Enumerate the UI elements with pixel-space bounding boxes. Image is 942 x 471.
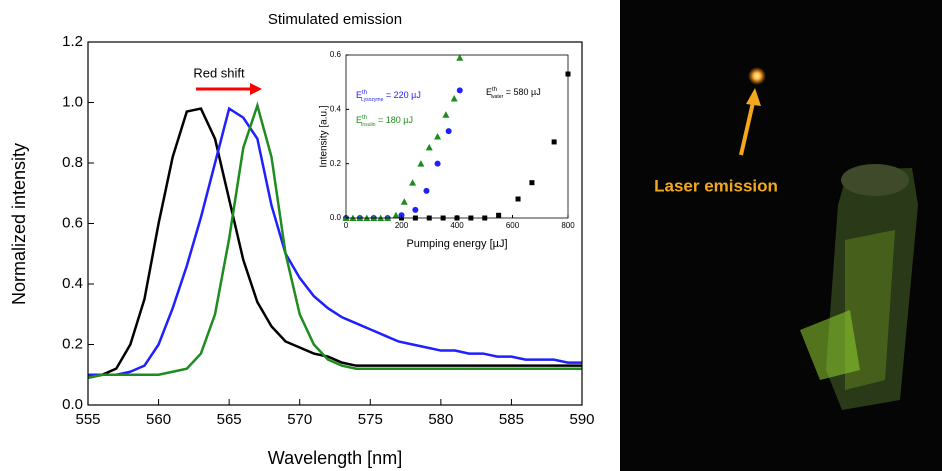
cuvette-base [800, 310, 860, 380]
photo-label: Laser emission [654, 176, 778, 195]
chart: 555 560 565 570 575 580 585 590 0.0 0.2 0.4 0.6 0.8 1… [62, 33, 594, 428]
x-tick-label: 200 [395, 221, 409, 230]
y-tick-label: 0.0 [62, 396, 83, 413]
y-tick-label: 1.2 [62, 33, 83, 50]
annotation-symbol: E [356, 90, 362, 100]
annotation-sub: water [491, 94, 504, 100]
marker [551, 139, 557, 145]
inset-background [318, 47, 576, 250]
chart-title: Stimulated emission [268, 11, 402, 28]
x-tick-label: 580 [428, 411, 453, 428]
marker [529, 180, 535, 186]
marker [456, 54, 464, 61]
annotation-sub: Insulin [361, 122, 376, 128]
x-tick-label: 565 [217, 411, 242, 428]
marker [409, 179, 417, 186]
marker [456, 87, 463, 94]
y-tick-label: 1.0 [62, 93, 83, 110]
marker [412, 206, 419, 213]
x-tick-label: 600 [506, 221, 520, 230]
marker [425, 143, 433, 151]
y-tick-label: 0.2 [330, 159, 342, 168]
cuvette-cap [841, 164, 909, 196]
annotation-rest: = 220 µJ [383, 90, 420, 100]
annotation-sub: Lysozyme [361, 97, 384, 103]
annotation-symbol: E [486, 87, 492, 97]
annotation-symbol: E [356, 115, 362, 125]
y-tick-label: 0.4 [62, 275, 83, 292]
marker [442, 111, 450, 118]
annotation: Red shift [193, 65, 245, 80]
y-tick-label: 0.6 [330, 50, 342, 59]
data-line [87, 107, 582, 379]
marker [423, 187, 430, 194]
y-tick-label: 0.4 [330, 104, 342, 113]
laser-spot [748, 67, 766, 85]
photo: Laser emission [620, 0, 942, 471]
x-tick-label: 800 [561, 221, 575, 230]
annotation-sup: th [492, 87, 497, 93]
marker [450, 94, 458, 102]
y-axis-label: Intensity [a.u.] [319, 105, 330, 167]
x-tick-label: 570 [287, 411, 312, 428]
annotation: Eth water = 580 µJ [486, 87, 541, 101]
data-line [87, 101, 582, 379]
y-tick-label: 0.2 [62, 335, 83, 352]
marker [434, 133, 442, 140]
y-tick-label: 0.6 [62, 214, 83, 231]
x-axis-label: Wavelength [nm] [268, 448, 402, 468]
cuvette-glow [845, 230, 895, 390]
annotation: Eth Insulin = 180 µJ [356, 115, 413, 129]
annotation-rest: = 580 µJ [503, 87, 540, 97]
marker [445, 128, 452, 135]
data-line [88, 106, 582, 376]
x-axis-label: Pumping energy [µJ] [406, 238, 507, 250]
x-tick-label: 575 [358, 411, 383, 428]
x-tick-label: 400 [450, 221, 464, 230]
marker [417, 160, 425, 167]
y-axis-label: Normalized intensity [9, 143, 29, 305]
annotation-rest: = 180 µJ [375, 115, 412, 125]
annotation: Eth Lysozyme = 220 µJ [356, 90, 421, 104]
marker [400, 198, 408, 205]
marker [496, 212, 502, 218]
red-shift-arrowhead [250, 83, 262, 95]
chart: 0 200 400 600 800 0.0 0.2 0.4 0.6 Pumping energy … [318, 47, 576, 250]
x-tick-label: 0 [344, 221, 349, 230]
x-tick-label: 585 [499, 411, 524, 428]
x-tick-label: 555 [75, 411, 100, 428]
annotation-sup: th [362, 90, 367, 96]
y-tick-label: 0.0 [330, 213, 342, 222]
marker [434, 160, 441, 167]
arrow-head [746, 88, 761, 106]
x-tick-label: 560 [146, 411, 171, 428]
marker [392, 211, 400, 219]
annotation-sup: th [362, 115, 367, 121]
y-tick-label: 0.8 [62, 154, 83, 171]
arrow [739, 97, 756, 156]
marker [515, 196, 521, 202]
x-tick-label: 590 [569, 411, 594, 428]
